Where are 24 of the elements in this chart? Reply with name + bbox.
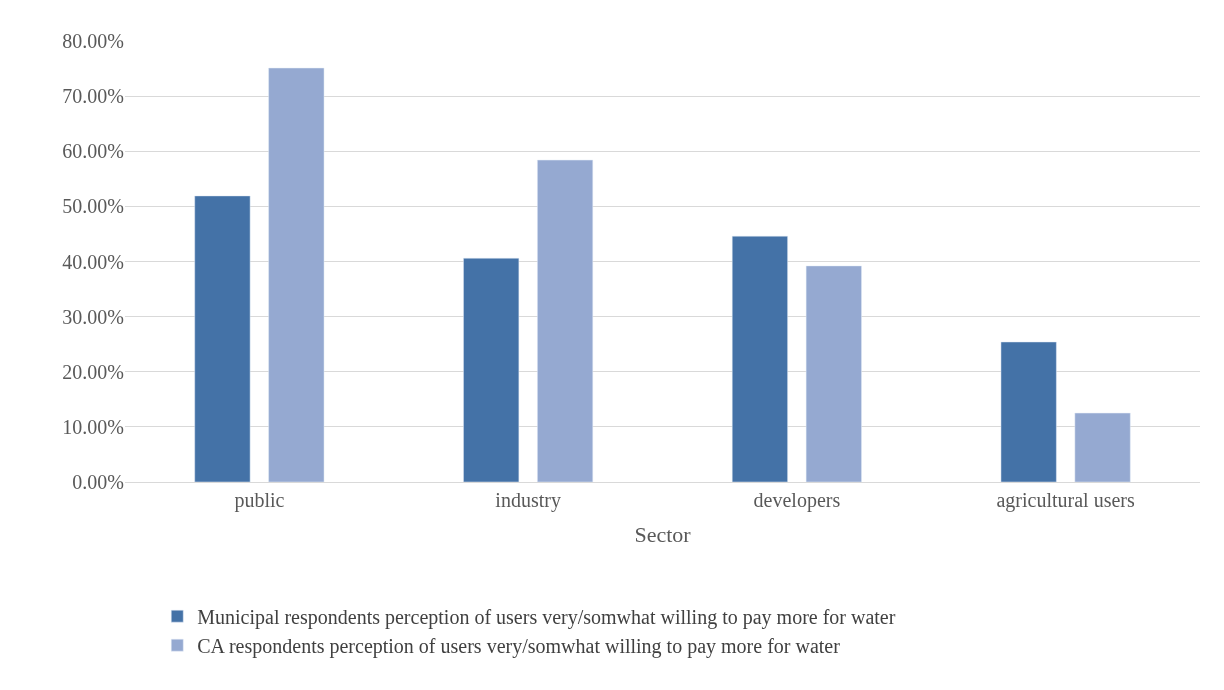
- bar: [537, 159, 594, 482]
- y-tick-label: 60.00%: [62, 140, 124, 163]
- bar: [1000, 341, 1057, 482]
- y-tick-label: 80.00%: [62, 30, 124, 52]
- bar: [268, 67, 325, 482]
- legend-label: CA respondents perception of users very/somwhat willing to pay more for water: [197, 634, 841, 658]
- x-tick-label: industry: [495, 489, 561, 512]
- y-tick-label: 10.00%: [62, 415, 124, 438]
- y-tick-label: 40.00%: [62, 250, 124, 273]
- bar: [805, 265, 862, 482]
- x-tick-label: agricultural users: [996, 489, 1135, 512]
- bar: [194, 195, 251, 482]
- y-tick-label: 30.00%: [62, 305, 124, 328]
- x-axis-title: Sector: [634, 521, 692, 547]
- bar: [731, 235, 788, 482]
- legend-label: Municipal respondents perception of users very/somwhat willing to pay more for water: [197, 605, 896, 629]
- y-tick-label: 70.00%: [62, 85, 124, 108]
- x-tick-label: developers: [753, 489, 841, 512]
- bar: [1074, 412, 1131, 482]
- x-tick-label: public: [234, 489, 285, 512]
- y-tick-label: 0.00%: [72, 471, 124, 493]
- y-tick-label: 20.00%: [62, 360, 124, 383]
- y-tick-label: 50.00%: [62, 195, 124, 218]
- bar: [463, 257, 520, 482]
